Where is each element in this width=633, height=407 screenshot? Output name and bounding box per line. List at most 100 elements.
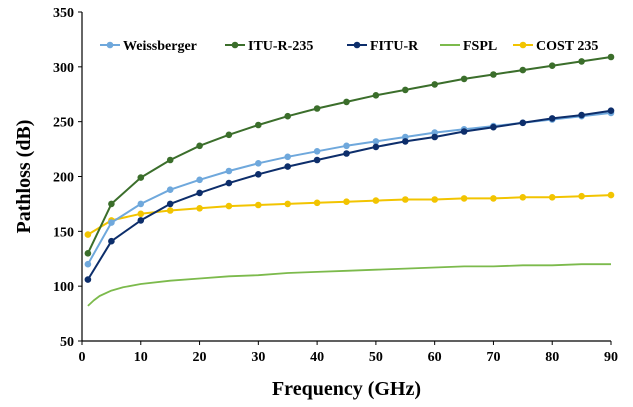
series-line-fitu-r xyxy=(87,109,612,281)
legend-label: ITU-R-235 xyxy=(248,39,313,54)
data-point-cost-235 xyxy=(84,231,92,238)
data-point-cost-235 xyxy=(254,201,262,209)
data-point-fitu-r xyxy=(108,237,115,245)
data-point-fitu-r xyxy=(548,115,556,122)
series-line-itu-r-235 xyxy=(86,56,612,254)
data-point-weissberger xyxy=(343,142,350,150)
y-tick-labels: 50 100 150 200 250 300 350 xyxy=(53,6,82,350)
data-point-weissberger xyxy=(196,176,203,184)
data-point-itu-r-235 xyxy=(225,131,233,139)
data-point-weissberger xyxy=(372,138,380,145)
data-point-fitu-r xyxy=(460,128,468,135)
data-point-weissberger xyxy=(225,167,233,175)
data-point-cost-235 xyxy=(460,195,468,202)
series-fspl xyxy=(87,263,611,307)
data-point-itu-r-235 xyxy=(254,121,262,129)
y-tick-label: 50 xyxy=(60,335,74,350)
data-point-itu-r-235 xyxy=(548,62,556,69)
data-point-itu-r-235 xyxy=(460,75,468,83)
data-point-fitu-r xyxy=(607,107,615,114)
legend-label: FSPL xyxy=(463,39,497,54)
data-point-itu-r-235 xyxy=(578,58,585,65)
legend-item-fitu-r: FITU-R xyxy=(347,39,419,54)
data-point-weissberger xyxy=(313,148,321,155)
data-point-cost-235 xyxy=(490,195,497,202)
data-point-fitu-r xyxy=(84,276,92,283)
data-point-itu-r-235 xyxy=(84,250,92,257)
data-point-itu-r-235 xyxy=(490,71,497,78)
series-cost-235 xyxy=(84,191,615,238)
x-tick-label: 30 xyxy=(251,350,265,365)
data-point-cost-235 xyxy=(548,194,556,201)
data-point-weissberger xyxy=(284,153,292,161)
data-point-cost-235 xyxy=(166,207,174,214)
series-fitu-r xyxy=(84,107,615,283)
series-line-weissberger xyxy=(87,111,612,265)
legend: Weissberger ITU-R-235 FITU-R FSPL COST 235 xyxy=(100,39,598,54)
data-point-fitu-r xyxy=(137,217,145,224)
data-point-weissberger xyxy=(137,200,145,208)
data-point-itu-r-235 xyxy=(343,98,350,106)
y-tick-label: 350 xyxy=(53,6,74,21)
data-point-itu-r-235 xyxy=(108,200,115,208)
series-weissberger xyxy=(84,109,615,268)
data-point-itu-r-235 xyxy=(196,142,203,150)
legend-marker xyxy=(519,41,527,49)
data-point-itu-r-235 xyxy=(313,105,321,112)
data-point-fitu-r xyxy=(519,119,527,127)
data-point-cost-235 xyxy=(284,200,292,208)
data-point-itu-r-235 xyxy=(519,66,527,74)
data-point-fitu-r xyxy=(402,138,409,145)
data-point-cost-235 xyxy=(313,199,321,207)
data-point-fitu-r xyxy=(372,143,380,151)
data-point-fitu-r xyxy=(225,179,233,187)
y-tick-label: 150 xyxy=(53,225,74,240)
data-point-itu-r-235 xyxy=(137,174,145,181)
y-axis-title: Pathloss (dB) xyxy=(13,120,35,234)
legend-marker xyxy=(231,41,239,49)
data-point-cost-235 xyxy=(402,196,409,203)
legend-item-fspl: FSPL xyxy=(440,39,497,54)
series-line-fspl xyxy=(87,263,611,307)
legend-marker xyxy=(106,41,114,49)
x-axis-title: Frequency (GHz) xyxy=(272,378,421,400)
plot-area xyxy=(81,12,611,342)
data-point-fitu-r xyxy=(196,189,203,197)
data-point-fitu-r xyxy=(490,123,497,131)
data-point-cost-235 xyxy=(343,198,350,205)
data-point-fitu-r xyxy=(431,133,439,141)
x-tick-label: 70 xyxy=(486,350,500,365)
x-tick-label: 10 xyxy=(134,350,148,365)
data-point-weissberger xyxy=(254,160,262,167)
data-point-weissberger xyxy=(166,186,174,193)
x-tick-label: 20 xyxy=(193,350,207,365)
x-tick-labels: 0 10 20 30 40 50 60 70 80 90 xyxy=(79,341,618,365)
data-point-cost-235 xyxy=(372,197,380,204)
x-tick-label: 40 xyxy=(310,350,324,365)
data-point-fitu-r xyxy=(343,150,350,157)
series-itu-r-235 xyxy=(84,53,615,257)
data-point-cost-235 xyxy=(578,192,585,200)
legend-label: COST 235 xyxy=(536,39,598,54)
legend-item-itu-r-235: ITU-R-235 xyxy=(225,39,313,54)
legend-item-cost-235: COST 235 xyxy=(513,39,598,54)
data-point-cost-235 xyxy=(196,205,203,212)
data-point-cost-235 xyxy=(607,191,615,199)
data-point-fitu-r xyxy=(166,200,174,208)
legend-label: Weissberger xyxy=(123,39,197,54)
data-point-itu-r-235 xyxy=(284,112,292,120)
x-tick-label: 90 xyxy=(604,350,618,365)
data-point-fitu-r xyxy=(578,111,585,119)
data-point-itu-r-235 xyxy=(372,92,380,99)
data-point-fitu-r xyxy=(284,163,292,170)
x-tick-label: 0 xyxy=(79,350,86,365)
data-point-fitu-r xyxy=(254,171,262,178)
y-tick-label: 200 xyxy=(53,171,74,186)
data-point-cost-235 xyxy=(519,194,527,201)
legend-label: FITU-R xyxy=(370,39,419,54)
data-point-itu-r-235 xyxy=(607,53,615,61)
x-tick-label: 80 xyxy=(545,350,559,365)
y-tick-label: 100 xyxy=(53,280,74,295)
y-tick-label: 250 xyxy=(53,116,74,131)
